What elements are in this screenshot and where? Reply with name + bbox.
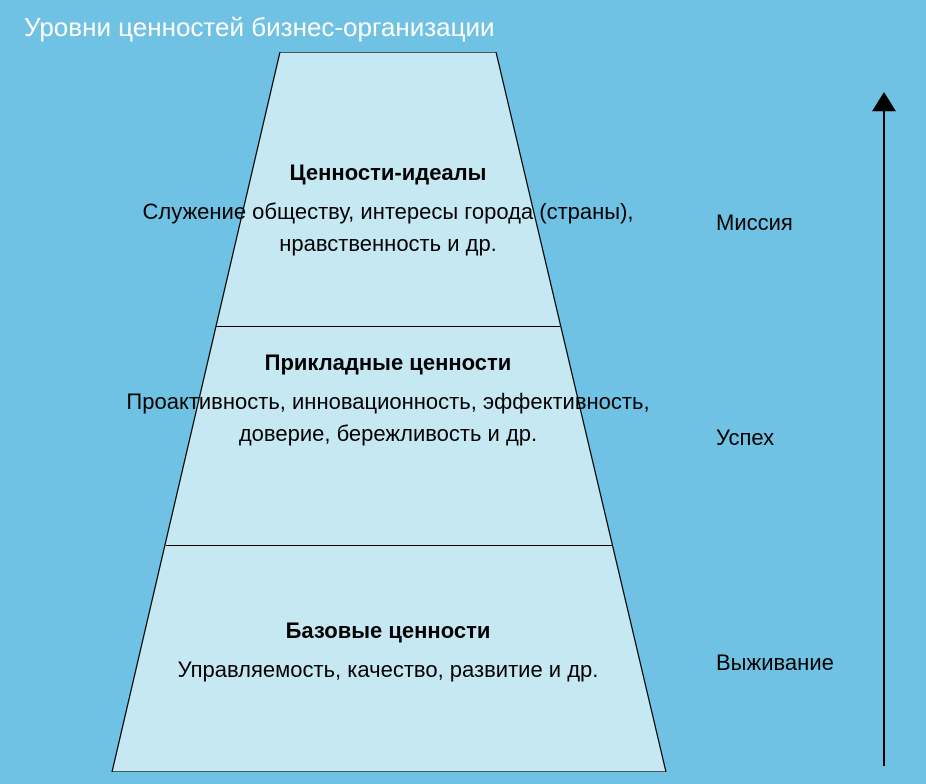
- level-divider: [166, 545, 612, 546]
- level-divider: [216, 326, 560, 327]
- level-heading: Ценности-идеалы: [108, 160, 668, 186]
- diagram-canvas: Уровни ценностей бизнес-организации Ценн…: [0, 0, 926, 784]
- side-label-mission: Миссия: [716, 210, 793, 236]
- level-block-basic: Базовые ценности Управляемость, качество…: [108, 618, 668, 686]
- level-description: Управляемость, качество, развитие и др.: [108, 654, 668, 686]
- level-heading: Базовые ценности: [108, 618, 668, 644]
- level-description: Проактивность, инновационность, эффектив…: [108, 386, 668, 450]
- upward-arrow-icon: [872, 92, 896, 766]
- page-title: Уровни ценностей бизнес-организации: [24, 12, 495, 43]
- side-label-success: Успех: [716, 425, 774, 451]
- level-description: Служение обществу, интересы города (стра…: [108, 196, 668, 260]
- level-block-applied: Прикладные ценности Проактивность, иннов…: [108, 350, 668, 450]
- side-label-survival: Выживание: [716, 650, 834, 676]
- level-heading: Прикладные ценности: [108, 350, 668, 376]
- level-block-ideals: Ценности-идеалы Служение обществу, интер…: [108, 160, 668, 260]
